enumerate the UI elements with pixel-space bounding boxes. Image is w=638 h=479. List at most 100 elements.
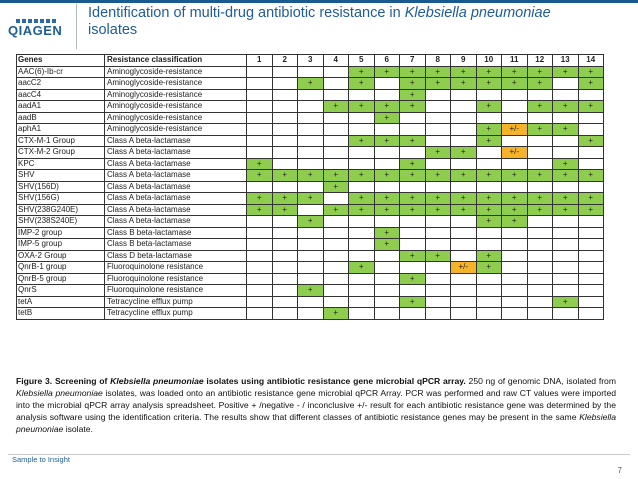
result-empty-cell [271,77,298,90]
table-row: aacC2 Aminoglycoside-resistance + + + + + + + + + [16,77,604,90]
result-empty-cell [475,238,502,251]
result-empty-cell [297,65,324,78]
title-text: Identification of multi-drug antibiotic … [88,5,405,21]
result-empty-cell [399,307,426,320]
result-positive-cell: + [450,203,477,216]
result-empty-cell [552,307,579,320]
result-empty-cell [424,272,451,285]
result-positive-cell: + [501,215,528,228]
header-isolate: 4 [322,54,349,67]
result-empty-cell [424,284,451,297]
result-empty-cell [450,226,477,239]
gene-name: IMP-2 group [16,226,105,239]
result-positive-cell: + [577,134,604,147]
result-empty-cell [475,226,502,239]
result-empty-cell [246,238,273,251]
table-row: aadB Aminoglycoside-resistance + [16,111,604,124]
result-empty-cell [526,284,553,297]
result-empty-cell [526,295,553,308]
gene-name: aacC4 [16,88,105,101]
result-empty-cell [297,134,324,147]
result-empty-cell [501,272,528,285]
result-empty-cell [246,123,273,136]
result-empty-cell [373,77,400,90]
result-empty-cell [424,226,451,239]
resistance-table: Genes Resistance classification 1 2 3 4 5 6 7 8 9 1… [16,54,604,320]
result-empty-cell [552,284,579,297]
resistance-class: Aminoglycoside-resistance [104,77,247,90]
result-empty-cell [552,180,579,193]
resistance-class: Class D beta-lactamase [104,249,247,262]
result-empty-cell [475,272,502,285]
result-empty-cell [450,180,477,193]
result-empty-cell [399,284,426,297]
resistance-class: Class B beta-lactamase [104,226,247,239]
result-positive-cell: + [450,192,477,205]
result-positive-cell: + [552,123,579,136]
result-empty-cell [322,123,349,136]
result-empty-cell [424,215,451,228]
result-empty-cell [297,307,324,320]
resistance-class: Aminoglycoside-resistance [104,88,247,101]
result-positive-cell: + [475,261,502,274]
result-empty-cell [552,111,579,124]
result-empty-cell [501,249,528,262]
result-empty-cell [348,272,375,285]
table-row: SHV(238G240E) Class A beta-lactamase + + + + +… [16,203,604,216]
result-positive-cell: + [577,203,604,216]
result-empty-cell [450,272,477,285]
result-empty-cell [501,134,528,147]
result-empty-cell [450,134,477,147]
gene-name: aphA1 [16,123,105,136]
result-empty-cell [348,180,375,193]
resistance-class: Class A beta-lactamase [104,146,247,159]
caption-lead-organism: Klebsiella pneumoniae [110,376,204,386]
resistance-class: Class A beta-lactamase [104,157,247,170]
resistance-class: Fluoroquinolone resistance [104,261,247,274]
resistance-class: Fluoroquinolone resistance [104,284,247,297]
result-positive-cell: + [373,192,400,205]
result-positive-cell: + [348,100,375,113]
result-empty-cell [552,215,579,228]
result-empty-cell [297,146,324,159]
result-positive-cell: + [271,192,298,205]
result-empty-cell [450,307,477,320]
gene-name: QnrB-5 group [16,272,105,285]
result-empty-cell [373,295,400,308]
result-positive-cell: + [399,157,426,170]
resistance-class: Class B beta-lactamase [104,238,247,251]
result-empty-cell [271,284,298,297]
result-empty-cell [577,261,604,274]
result-positive-cell: + [373,169,400,182]
result-positive-cell: + [373,203,400,216]
result-positive-cell: + [552,100,579,113]
result-positive-cell: + [399,88,426,101]
result-positive-cell: + [577,65,604,78]
result-positive-cell: + [348,134,375,147]
resistance-class: Aminoglycoside-resistance [104,65,247,78]
table-row: IMP-5 group Class B beta-lactamase + [16,238,604,251]
result-empty-cell [577,157,604,170]
result-positive-cell: + [475,65,502,78]
result-empty-cell [552,226,579,239]
result-empty-cell [450,157,477,170]
result-empty-cell [424,261,451,274]
result-empty-cell [271,295,298,308]
result-empty-cell [577,215,604,228]
result-empty-cell [271,272,298,285]
result-positive-cell: + [399,203,426,216]
result-empty-cell [322,65,349,78]
result-positive-cell: + [271,169,298,182]
result-positive-cell: + [552,65,579,78]
result-empty-cell [271,226,298,239]
header-isolate: 10 [475,54,502,67]
result-empty-cell [577,284,604,297]
result-empty-cell [577,226,604,239]
result-empty-cell [348,295,375,308]
footer-divider [8,454,630,455]
header-isolate: 13 [552,54,579,67]
result-positive-cell: + [501,169,528,182]
resistance-class: Fluoroquinolone resistance [104,272,247,285]
result-empty-cell [297,238,324,251]
result-positive-cell: + [424,65,451,78]
